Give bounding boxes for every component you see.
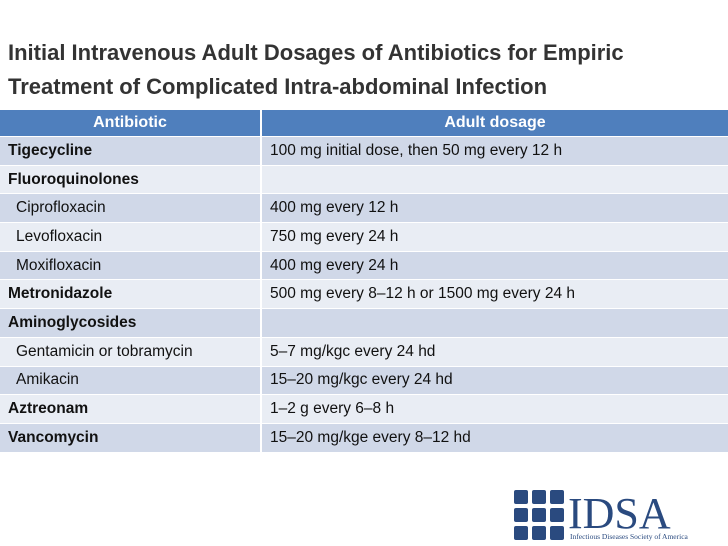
dosage-cell: 5–7 mg/kgc every 24 hd	[261, 336, 728, 366]
dosage-cell: 15–20 mg/kgc every 24 hd	[261, 365, 728, 395]
slide-title: Initial Intravenous Adult Dosages of Ant…	[8, 36, 624, 104]
antibiotic-cell: Aztreonam	[0, 394, 262, 424]
antibiotic-cell: Moxifloxacin	[0, 250, 262, 280]
table-body: Tigecycline 100 mg initial dose, then 50 …	[0, 136, 728, 452]
idsa-logo: IDSA Infectious Diseases Society of Amer…	[514, 489, 689, 541]
header-row: Antibiotic Adult dosage	[0, 110, 728, 137]
antibiotic-cell: Aminoglycosides	[0, 308, 262, 338]
dosage-cell: 100 mg initial dose, then 50 mg every 12…	[261, 136, 728, 166]
dosage-cell: 750 mg every 24 h	[261, 222, 728, 252]
dosage-cell: 15–20 mg/kge every 8–12 hd	[261, 422, 728, 452]
dosage-cell	[261, 164, 728, 194]
table-row: Metronidazole 500 mg every 8–12 h or 1500…	[0, 279, 728, 309]
dosage-cell	[261, 308, 728, 338]
antibiotic-cell: Ciprofloxacin	[0, 193, 262, 223]
column-header: Antibiotic	[0, 110, 262, 137]
table-row: Aztreonam 1–2 g every 6–8 h	[0, 394, 728, 424]
table-row: Amikacin 15–20 mg/kgc every 24 hd	[0, 365, 728, 395]
table-row: Moxifloxacin 400 mg every 24 h	[0, 250, 728, 280]
dosage-cell: 400 mg every 24 h	[261, 250, 728, 280]
table-row: Fluoroquinolones	[0, 164, 728, 194]
column-header: Adult dosage	[261, 110, 728, 137]
title-line: Initial Intravenous Adult Dosages of Ant…	[8, 40, 624, 65]
table-row: Vancomycin 15–20 mg/kge every 8–12 hd	[0, 422, 728, 452]
title-line: Treatment of Complicated Intra-abdominal…	[8, 74, 548, 99]
dosage-cell: 500 mg every 8–12 h or 1500 mg every 24 …	[261, 279, 728, 309]
antibiotic-cell: Tigecycline	[0, 136, 262, 166]
table-row: Levofloxacin 750 mg every 24 h	[0, 222, 728, 252]
antibiotic-cell: Fluoroquinolones	[0, 164, 262, 194]
table-row: Aminoglycosides	[0, 308, 728, 338]
antibiotic-cell: Metronidazole	[0, 279, 262, 309]
antibiotic-cell: Amikacin	[0, 365, 262, 395]
table-row: Gentamicin or tobramycin 5–7 mg/kgc every…	[0, 336, 728, 366]
logo-subtitle: Infectious Diseases Society of America	[570, 532, 689, 541]
antibiotic-cell: Gentamicin or tobramycin	[0, 336, 262, 366]
dosage-table: Antibiotic Adult dosage Tigecycline 100 m…	[0, 110, 728, 452]
table-row: Tigecycline 100 mg initial dose, then 50 …	[0, 136, 728, 166]
antibiotic-cell: Vancomycin	[0, 422, 262, 452]
table-row: Ciprofloxacin 400 mg every 12 h	[0, 193, 728, 223]
antibiotic-cell: Levofloxacin	[0, 222, 262, 252]
logo-text: IDSA	[568, 489, 671, 538]
logo-icons	[514, 490, 564, 540]
dosage-cell: 1–2 g every 6–8 h	[261, 394, 728, 424]
dosage-cell: 400 mg every 12 h	[261, 193, 728, 223]
